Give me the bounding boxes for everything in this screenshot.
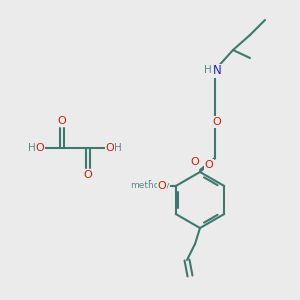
Text: H: H <box>114 143 122 153</box>
Text: O: O <box>36 143 44 153</box>
Text: H: H <box>204 65 212 75</box>
Text: O: O <box>213 117 221 127</box>
Text: O: O <box>106 143 114 153</box>
Text: O: O <box>84 170 92 180</box>
Text: O: O <box>158 181 166 191</box>
Text: methoxy: methoxy <box>130 182 170 190</box>
Text: O: O <box>190 157 200 167</box>
Text: O: O <box>205 160 213 170</box>
Text: H: H <box>28 143 36 153</box>
Text: O: O <box>58 116 66 126</box>
Text: N: N <box>213 64 221 77</box>
Text: O: O <box>158 180 167 190</box>
